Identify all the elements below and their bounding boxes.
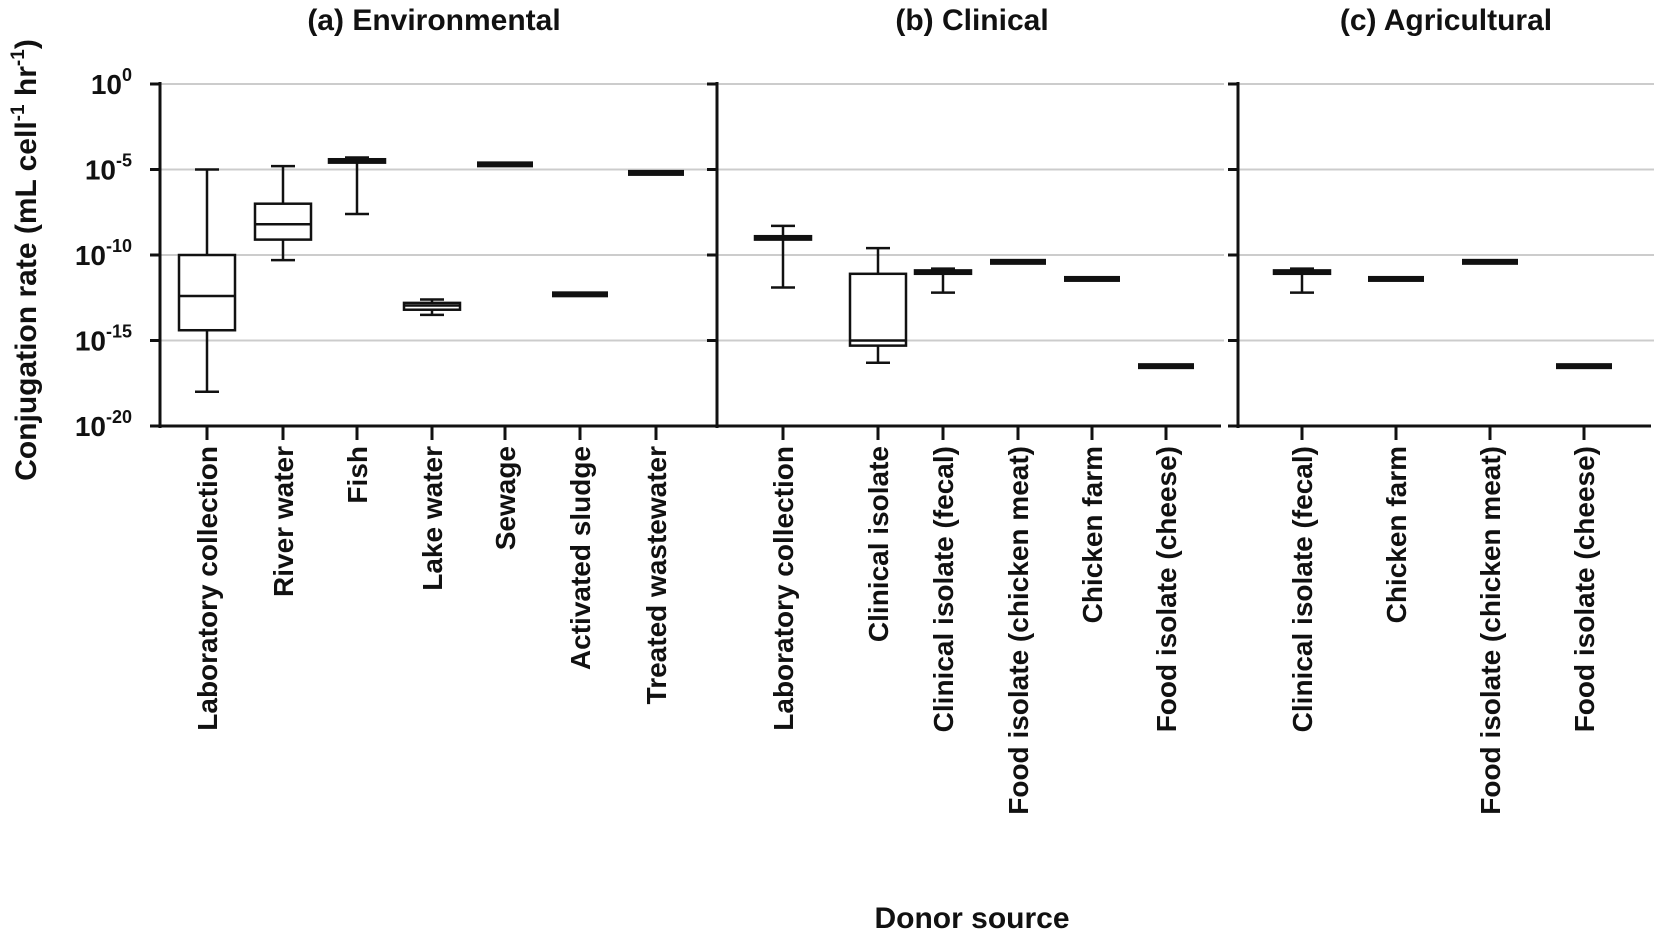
box-1-4 (1064, 275, 1120, 282)
category-label-2-1: Chicken farm (1381, 446, 1412, 623)
category-label-0-2: Fish (342, 446, 373, 504)
y-tick-label-4: 10-20 (75, 407, 132, 442)
box-1-3 (990, 258, 1046, 265)
category-label-2-2: Food isolate (chicken meat) (1475, 446, 1506, 815)
median-bar-1-4 (1064, 275, 1120, 282)
box-1-1 (848, 246, 908, 364)
box-rect-0-0 (177, 253, 237, 332)
category-label-0-1: River water (268, 446, 299, 597)
median-bar-2-2 (1462, 258, 1518, 265)
box-0-6 (628, 169, 684, 176)
label-layer: Conjugation rate (mL cell-1 hr-1) Donor … (8, 4, 1600, 935)
median-bar-0-6 (628, 169, 684, 176)
panel-title-1: (b) Clinical (895, 4, 1048, 37)
category-label-0-3: Lake water (417, 446, 448, 591)
median-bar-2-1 (1368, 275, 1424, 282)
box-1-5 (1138, 363, 1194, 370)
category-label-2-3: Food isolate (cheese) (1569, 446, 1600, 732)
median-bar-0-5 (552, 291, 608, 298)
median-bar-0-4 (477, 161, 533, 168)
panel-title-0: (a) Environmental (307, 4, 560, 37)
x-axis-label: Donor source (874, 902, 1069, 935)
box-rect-0-1 (253, 202, 313, 241)
box-0-5 (552, 291, 608, 298)
category-label-0-0: Laboratory collection (192, 446, 223, 731)
box-1-2 (913, 267, 973, 294)
category-label-1-1: Clinical isolate (863, 446, 894, 642)
box-2-3 (1556, 363, 1612, 370)
category-label-1-3: Food isolate (chicken meat) (1003, 446, 1034, 815)
category-label-0-6: Treated wastewater (641, 446, 672, 704)
box-rect-1-1 (848, 272, 908, 347)
box-2-0 (1272, 267, 1332, 294)
median-bar-2-3 (1556, 363, 1612, 370)
category-label-0-5: Activated sludge (565, 446, 596, 670)
box-2-1 (1368, 275, 1424, 282)
category-label-2-0: Clinical isolate (fecal) (1287, 446, 1318, 732)
box-1-0 (753, 224, 813, 289)
panel-title-2: (c) Agricultural (1340, 4, 1552, 37)
box-2-2 (1462, 258, 1518, 265)
box-0-1 (253, 164, 313, 262)
category-label-1-5: Food isolate (cheese) (1151, 446, 1182, 732)
category-label-1-2: Clinical isolate (fecal) (928, 446, 959, 732)
y-tick-label-2: 10-10 (75, 236, 132, 271)
box-0-0 (177, 168, 237, 394)
median-bar-1-3 (990, 258, 1046, 265)
y-axis-label: Conjugation rate (mL cell-1 hr-1) (8, 39, 43, 481)
y-tick-label-0: 100 (91, 65, 132, 100)
category-label-1-4: Chicken farm (1077, 446, 1108, 623)
category-label-0-4: Sewage (490, 446, 521, 550)
y-tick-label-1: 10-5 (85, 151, 132, 186)
box-0-4 (477, 161, 533, 168)
grid-layer (160, 83, 1654, 342)
mark-layer (177, 156, 1612, 394)
box-0-2 (327, 156, 387, 216)
box-0-3 (402, 298, 462, 317)
median-bar-1-5 (1138, 363, 1194, 370)
y-tick-label-3: 10-15 (75, 322, 132, 357)
axis-layer (150, 82, 1651, 440)
category-label-1-0: Laboratory collection (768, 446, 799, 731)
